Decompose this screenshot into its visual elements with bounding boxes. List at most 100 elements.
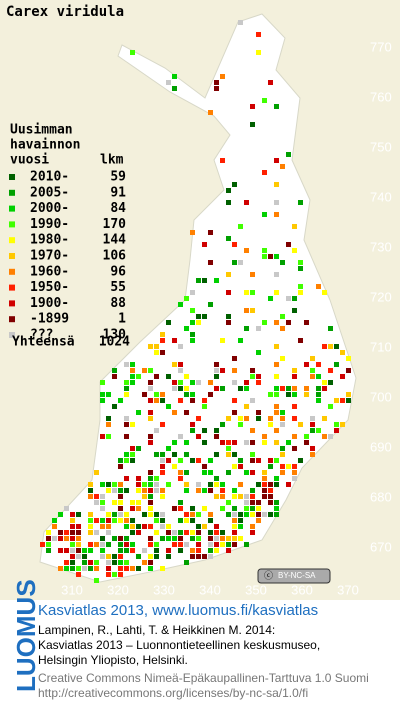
observation-square [118, 518, 123, 523]
observation-square [88, 530, 93, 535]
legend-label: 1990- [30, 217, 69, 232]
observation-square [208, 554, 213, 559]
observation-square [238, 386, 243, 391]
observation-square [208, 518, 213, 523]
observation-square [238, 260, 243, 265]
observation-square [172, 536, 177, 541]
observation-square [196, 548, 201, 553]
observation-square [262, 482, 267, 487]
observation-square [238, 482, 243, 487]
logo: LUOMUS [11, 579, 41, 692]
observation-square [220, 536, 225, 541]
observation-square [304, 434, 309, 439]
observation-square [286, 320, 291, 325]
observation-square [292, 368, 297, 373]
observation-square [184, 542, 189, 547]
observation-square [184, 386, 189, 391]
observation-square [160, 350, 165, 355]
observation-square [346, 392, 351, 397]
observation-square [262, 254, 267, 259]
observation-square [328, 326, 333, 331]
observation-square [292, 392, 297, 397]
observation-square [58, 566, 63, 571]
observation-square [118, 488, 123, 493]
observation-square [262, 212, 267, 217]
observation-square [76, 542, 81, 547]
observation-square [196, 524, 201, 529]
observation-square [94, 518, 99, 523]
y-grid-label: 670 [370, 539, 392, 554]
observation-square [100, 536, 105, 541]
observation-square [130, 374, 135, 379]
observation-square [172, 86, 177, 91]
observation-square [148, 398, 153, 403]
observation-square [184, 518, 189, 523]
observation-square [142, 494, 147, 499]
observation-square [298, 458, 303, 463]
observation-square [94, 566, 99, 571]
observation-square [88, 482, 93, 487]
observation-square [100, 506, 105, 511]
legend-heading: havainnon [10, 138, 80, 153]
citation-line: Helsingin Yliopisto, Helsinki. [38, 653, 188, 667]
observation-square [286, 464, 291, 469]
observation-square [262, 488, 267, 493]
observation-square [328, 380, 333, 385]
observation-square [160, 512, 165, 517]
observation-square [214, 278, 219, 283]
observation-square [220, 422, 225, 427]
observation-square [202, 506, 207, 511]
observation-square [106, 488, 111, 493]
observation-square [196, 530, 201, 535]
observation-square [262, 494, 267, 499]
observation-square [220, 482, 225, 487]
observation-square [124, 362, 129, 367]
observation-square [154, 482, 159, 487]
x-grid-label: 310 [61, 582, 83, 597]
observation-square [178, 380, 183, 385]
observation-square [214, 548, 219, 553]
observation-square [334, 344, 339, 349]
observation-square [220, 530, 225, 535]
observation-square [196, 536, 201, 541]
observation-square [244, 326, 249, 331]
observation-square [226, 440, 231, 445]
observation-square [148, 560, 153, 565]
observation-square [118, 482, 123, 487]
observation-square [130, 50, 135, 55]
observation-square [304, 320, 309, 325]
observation-square [52, 524, 57, 529]
observation-square [310, 428, 315, 433]
observation-square [166, 554, 171, 559]
observation-square [118, 554, 123, 559]
observation-square [286, 242, 291, 247]
observation-square [232, 440, 237, 445]
observation-square [292, 464, 297, 469]
observation-square [316, 284, 321, 289]
observation-square [322, 380, 327, 385]
observation-square [214, 362, 219, 367]
observation-square [160, 566, 165, 571]
observation-square [88, 494, 93, 499]
legend-swatch [9, 332, 15, 338]
observation-square [226, 320, 231, 325]
observation-square [238, 20, 243, 25]
observation-square [208, 536, 213, 541]
atlas-link[interactable]: Kasviatlas 2013, www.luomus.fi/kasviatla… [38, 602, 318, 619]
observation-square [208, 392, 213, 397]
observation-square [148, 500, 153, 505]
legend-heading: vuosi [10, 153, 49, 168]
observation-square [232, 356, 237, 361]
observation-square [262, 98, 267, 103]
observation-square [154, 554, 159, 559]
observation-square [46, 548, 51, 553]
observation-square [190, 530, 195, 535]
observation-square [214, 530, 219, 535]
observation-square [94, 578, 99, 583]
observation-square [298, 338, 303, 343]
badge-box [257, 568, 331, 584]
legend-count: 144 [103, 233, 127, 248]
observation-square [208, 542, 213, 547]
observation-square [160, 392, 165, 397]
legend-count: 96 [110, 264, 126, 279]
